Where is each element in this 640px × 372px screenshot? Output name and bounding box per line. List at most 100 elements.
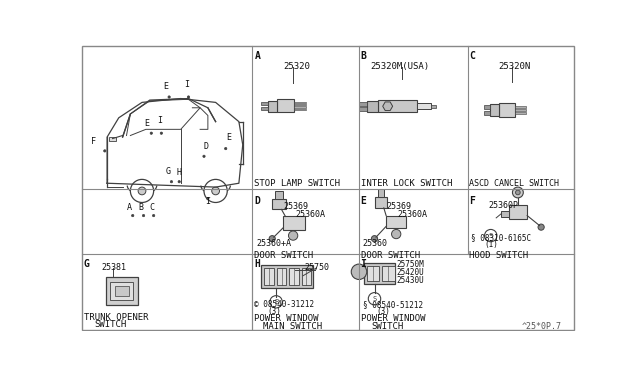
Text: STOP LAMP SWITCH: STOP LAMP SWITCH: [254, 179, 340, 188]
Bar: [115, 286, 129, 296]
Circle shape: [484, 230, 497, 242]
Circle shape: [289, 231, 298, 240]
Text: E: E: [144, 119, 149, 128]
Text: HOOD SWITCH: HOOD SWITCH: [469, 251, 528, 260]
Text: 25320N: 25320N: [499, 62, 531, 71]
Bar: [289, 268, 298, 285]
Text: B: B: [360, 51, 367, 61]
Bar: [260, 265, 313, 288]
Text: 25750M: 25750M: [396, 260, 424, 269]
Circle shape: [150, 132, 152, 134]
Circle shape: [270, 296, 282, 308]
Text: F: F: [92, 137, 97, 146]
Text: SWITCH: SWITCH: [371, 322, 404, 331]
Circle shape: [168, 96, 170, 98]
Text: POWER WINDOW: POWER WINDOW: [360, 314, 425, 323]
Circle shape: [225, 147, 227, 150]
Text: (1): (1): [484, 240, 499, 249]
Text: H: H: [177, 168, 182, 177]
Text: H: H: [254, 259, 260, 269]
Text: E: E: [227, 134, 231, 142]
Circle shape: [368, 293, 381, 305]
Bar: [501, 211, 509, 217]
Circle shape: [269, 235, 275, 242]
Bar: [515, 106, 525, 108]
Bar: [367, 101, 378, 112]
Circle shape: [131, 179, 154, 202]
Bar: [382, 266, 395, 281]
Bar: [294, 109, 307, 110]
Text: 25360P: 25360P: [488, 201, 518, 210]
Circle shape: [142, 214, 145, 217]
Bar: [359, 102, 367, 106]
Text: 25360A: 25360A: [296, 210, 326, 219]
Circle shape: [212, 187, 220, 195]
Bar: [378, 189, 384, 197]
Circle shape: [207, 198, 209, 200]
Bar: [359, 107, 367, 111]
Text: 25750: 25750: [305, 263, 330, 272]
Circle shape: [371, 235, 378, 242]
Circle shape: [138, 187, 146, 195]
Text: 25360: 25360: [363, 239, 388, 248]
Bar: [272, 199, 286, 209]
Bar: [499, 103, 515, 117]
Text: § 08310-6165C: § 08310-6165C: [472, 233, 531, 242]
Text: § 08540-51212: § 08540-51212: [363, 300, 423, 309]
Circle shape: [188, 96, 189, 98]
Bar: [364, 263, 395, 284]
Text: 25369: 25369: [283, 202, 308, 212]
Circle shape: [203, 155, 205, 157]
Bar: [110, 282, 134, 300]
Text: DOOR SWITCH: DOOR SWITCH: [360, 251, 420, 260]
Text: (3): (3): [268, 307, 282, 316]
Bar: [109, 137, 116, 141]
Circle shape: [204, 179, 227, 202]
Bar: [294, 104, 307, 106]
Circle shape: [160, 132, 163, 134]
Circle shape: [178, 180, 180, 183]
Text: 25430U: 25430U: [396, 276, 424, 285]
Polygon shape: [383, 102, 392, 110]
Text: A: A: [254, 51, 260, 61]
Text: TRUNK OPENER: TRUNK OPENER: [84, 312, 148, 322]
Bar: [417, 103, 431, 109]
Bar: [367, 266, 379, 281]
Bar: [106, 277, 138, 305]
Text: G: G: [84, 259, 90, 269]
Text: ^25*0P.7: ^25*0P.7: [522, 322, 562, 331]
Bar: [268, 101, 277, 112]
Circle shape: [516, 190, 520, 195]
Bar: [374, 197, 387, 208]
Text: I: I: [184, 80, 189, 89]
Bar: [490, 104, 499, 116]
Text: MAIN SWITCH: MAIN SWITCH: [263, 322, 322, 331]
Bar: [261, 102, 268, 106]
Text: 25369: 25369: [386, 202, 411, 212]
Bar: [484, 106, 490, 109]
Bar: [294, 102, 307, 103]
Text: I: I: [360, 259, 367, 269]
Bar: [277, 268, 286, 285]
Circle shape: [392, 230, 401, 239]
Text: 25360A: 25360A: [397, 210, 428, 219]
Bar: [264, 268, 274, 285]
Circle shape: [104, 150, 106, 152]
Bar: [515, 112, 525, 113]
Bar: [515, 109, 525, 111]
Text: 25320: 25320: [283, 62, 310, 71]
Text: D: D: [254, 196, 260, 206]
Text: E: E: [163, 82, 168, 91]
Bar: [386, 216, 406, 228]
Text: C: C: [150, 203, 155, 212]
Text: C: C: [469, 51, 475, 61]
Text: (3): (3): [376, 307, 390, 316]
Bar: [378, 100, 417, 112]
Text: A: A: [127, 203, 132, 212]
Circle shape: [351, 264, 367, 279]
Circle shape: [152, 214, 155, 217]
Circle shape: [132, 214, 134, 217]
Text: I: I: [205, 197, 211, 206]
Text: B: B: [274, 299, 278, 305]
Text: D: D: [203, 142, 208, 151]
